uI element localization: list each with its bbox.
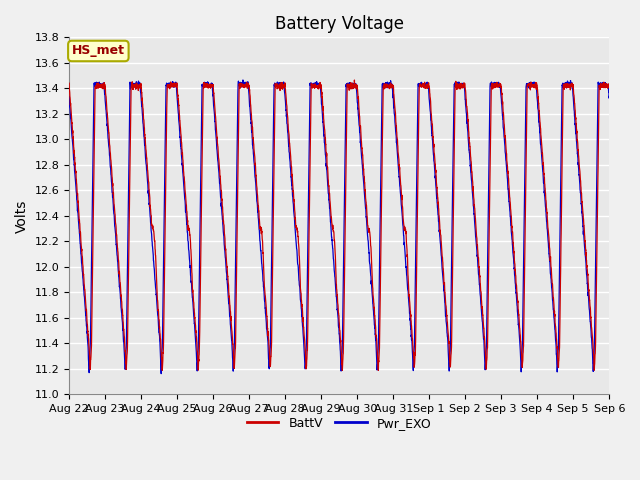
Pwr_EXO <box>157 371 165 376</box>
Pwr_EXO <box>239 77 247 83</box>
Pwr_EXO <box>537 141 545 146</box>
BattV <box>351 77 358 83</box>
Pwr_EXO <box>159 298 167 304</box>
Text: HS_met: HS_met <box>72 45 125 58</box>
BattV <box>273 83 280 88</box>
Legend: BattV, Pwr_EXO: BattV, Pwr_EXO <box>242 411 436 434</box>
Title: Battery Voltage: Battery Voltage <box>275 15 404 33</box>
Pwr_EXO <box>595 84 603 90</box>
Pwr_EXO <box>605 94 613 99</box>
BattV <box>296 262 303 267</box>
Pwr_EXO <box>127 83 134 88</box>
Pwr_EXO <box>296 289 304 295</box>
BattV <box>339 368 346 373</box>
BattV <box>127 109 134 115</box>
BattV <box>595 96 603 101</box>
Pwr_EXO <box>273 83 280 89</box>
BattV <box>159 358 166 363</box>
BattV <box>65 80 73 86</box>
Y-axis label: Volts: Volts <box>15 199 29 232</box>
Line: BattV: BattV <box>69 80 609 371</box>
BattV <box>605 83 613 88</box>
Line: Pwr_EXO: Pwr_EXO <box>69 80 609 373</box>
BattV <box>537 132 545 138</box>
Pwr_EXO <box>65 94 73 99</box>
